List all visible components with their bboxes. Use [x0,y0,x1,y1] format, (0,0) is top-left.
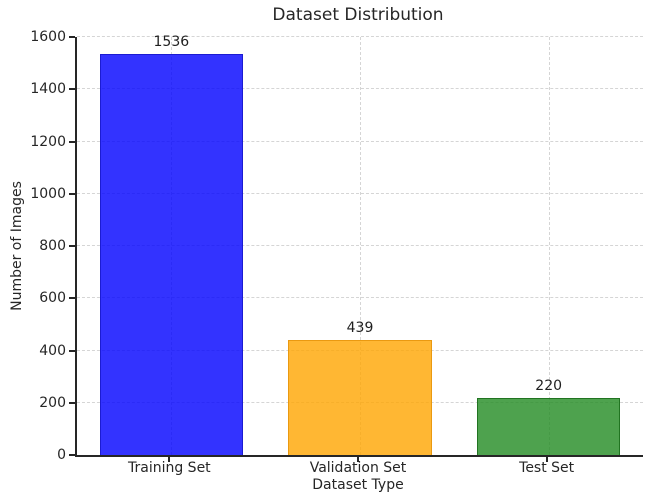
y-tick-label: 1400 [30,81,66,98]
y-tick-label: 200 [39,394,66,411]
y-tick-mark [69,192,75,195]
bar-validation-set [288,340,432,455]
x-tick-label: Test Set [519,460,575,476]
y-tick-label: 400 [39,342,66,359]
x-axis-label: Dataset Type [312,477,404,493]
y-tick-mark [69,140,75,143]
bar-test-set [476,397,621,455]
x-tick-label: Training Set [127,460,211,476]
y-tick-label: 1200 [30,133,66,150]
bar-value-label: 439 [346,320,374,337]
y-tick-mark [69,245,75,247]
bar-value-label: 220 [535,377,563,394]
x-tick-mark [168,457,171,462]
y-tick-mark [69,401,75,404]
y-tick-mark [69,349,75,352]
y-tick-label: 1000 [30,185,66,202]
v-gridline [360,37,361,455]
chart-title: Dataset Distribution [272,5,444,25]
x-tick-mark [545,457,548,462]
y-tick-mark [69,88,75,91]
plot-area: 1536 439 220 [75,33,643,457]
y-tick-mark [69,297,75,300]
y-tick-label: 800 [39,238,66,254]
y-tick-label: 0 [57,447,66,463]
bar-training-set [99,53,243,455]
v-gridline [548,37,550,455]
y-tick-mark [69,454,75,456]
x-tick-mark [357,457,359,462]
h-gridline [77,36,643,37]
y-tick-label: 1600 [30,29,66,45]
x-tick-label: Validation Set [309,460,407,476]
y-tick-mark [69,36,75,38]
y-tick-label: 600 [39,290,66,307]
bar-value-label: 1536 [153,33,190,50]
